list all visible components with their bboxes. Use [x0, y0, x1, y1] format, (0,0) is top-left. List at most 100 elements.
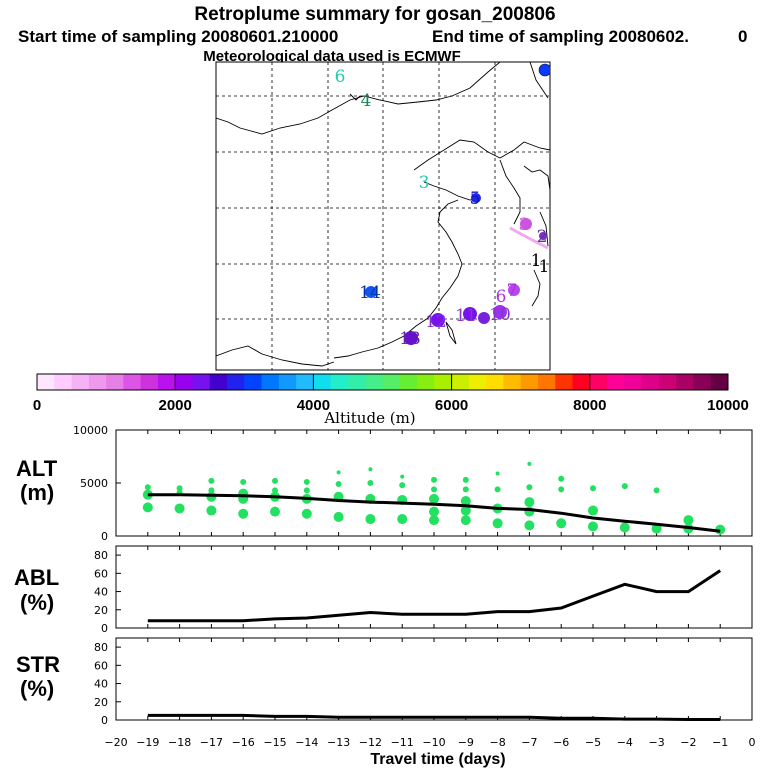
map-label: 3 — [419, 173, 430, 193]
colorbar-tick-label: 6000 — [435, 397, 468, 414]
colorbar-swatch — [227, 374, 245, 390]
alt-scatter-point — [208, 477, 215, 484]
alt-scatter-point — [206, 505, 217, 516]
alt-scatter-point — [495, 471, 500, 476]
alt-scatter-point — [524, 520, 535, 531]
alt-scatter-point — [462, 486, 469, 493]
alt-scatter-point — [272, 477, 278, 484]
y-tick-label: 20 — [94, 696, 108, 709]
alt-scatter-point — [176, 485, 183, 492]
alt-scatter-point — [429, 506, 439, 517]
alt-scatter-point — [527, 461, 532, 466]
colorbar-frame — [36, 373, 729, 391]
marker-dot — [431, 313, 445, 327]
alt-scatter-point — [272, 487, 278, 494]
x-tick-label: −10 — [422, 736, 445, 749]
x-tick-label: −18 — [168, 736, 191, 749]
alt-scatter-point — [399, 482, 406, 489]
abl-plot: 80 60 40 20 0 — [94, 546, 753, 635]
marker-dot — [478, 312, 490, 324]
colorbar-tick-label: 10000 — [707, 397, 749, 414]
alt-scatter-point — [397, 514, 408, 525]
alt-label: ALT — [16, 456, 58, 481]
alt-scatter-point — [208, 487, 215, 494]
alt-scatter-point — [303, 478, 310, 485]
colorbar-swatch — [399, 374, 418, 390]
end-time-suffix: 0 — [738, 27, 747, 46]
marker-dot — [365, 286, 377, 298]
colorbar-swatch — [503, 374, 522, 390]
alt-scatter-point — [270, 506, 280, 517]
map-label: 6 — [496, 287, 507, 307]
colorbar-swatch — [537, 374, 556, 390]
colorbar-swatch — [624, 374, 643, 390]
str-label: STR — [16, 652, 60, 677]
colorbar-swatch — [486, 374, 504, 390]
colorbar-swatch — [676, 374, 694, 390]
altitude-colorbar — [36, 373, 729, 391]
abl-label: ABL — [14, 565, 59, 590]
colorbar-swatch — [192, 374, 211, 390]
map-label: 10 — [489, 305, 511, 325]
alt-scatter-point — [588, 521, 598, 532]
map-label: 13 — [399, 329, 421, 349]
alt-scatter-point — [556, 518, 567, 529]
alt-scatter-point — [365, 514, 376, 525]
colorbar-swatch — [106, 374, 124, 390]
colorbar-ticks: 0 2000 4000 6000 8000 10000 — [33, 397, 749, 414]
str-frame — [115, 637, 753, 721]
alt-scatter-point — [558, 475, 565, 482]
colorbar-swatch — [296, 374, 314, 390]
x-tick-label: −5 — [585, 736, 601, 749]
alt-scatter-point — [460, 496, 471, 507]
colorbar-swatch — [261, 374, 280, 390]
colorbar-swatch — [382, 374, 401, 390]
colorbar-swatch — [88, 374, 107, 390]
alt-scatter-point — [400, 474, 405, 479]
colorbar-swatch — [434, 374, 452, 390]
x-tick-label: −3 — [648, 736, 664, 749]
y-tick-label: 80 — [94, 549, 108, 562]
map-label: 12 — [425, 312, 447, 332]
colorbar-swatch — [313, 374, 332, 390]
x-tick-label: −12 — [359, 736, 382, 749]
x-tick-label: 0 — [749, 736, 756, 749]
colorbar-swatch — [330, 374, 349, 390]
colorbar-swatch — [607, 374, 625, 390]
y-tick-label: 40 — [94, 586, 108, 599]
y-tick-label: 60 — [94, 567, 108, 580]
coastlines — [216, 62, 550, 367]
alt-scatter-point — [174, 503, 185, 514]
alt-scatter-point — [524, 497, 535, 508]
x-tick-label: −4 — [617, 736, 633, 749]
alt-scatter-point — [333, 511, 344, 522]
map-label: 1 — [531, 251, 542, 271]
series-line — [147, 493, 721, 533]
colorbar-swatch — [693, 374, 712, 390]
map-label: 6 — [335, 67, 346, 87]
colorbar-swatch — [641, 374, 660, 390]
colorbar-swatch — [123, 374, 142, 390]
x-tick-label: −9 — [458, 736, 474, 749]
marker-dot — [508, 284, 520, 296]
plume-track — [509, 226, 549, 250]
alt-scatter-point — [336, 470, 341, 475]
alt-scatter-point — [429, 515, 439, 526]
marker-dot — [538, 63, 550, 77]
series-line — [147, 569, 722, 623]
alt-scatter-point — [431, 486, 437, 493]
alt-scatter-point — [683, 515, 694, 526]
map-label: 7 — [507, 281, 518, 301]
str-unit: (%) — [20, 676, 54, 701]
alt-scatter-point — [240, 478, 247, 485]
colorbar-swatch — [244, 374, 262, 390]
alt-panel: ALT (m) 10000 5000 0 — [16, 424, 753, 543]
alt-scatter-point — [588, 505, 598, 516]
alt-scatter-point — [558, 486, 565, 493]
colorbar-swatch — [468, 374, 487, 390]
y-tick-label: 80 — [94, 641, 108, 654]
map-label: 5 — [470, 189, 481, 209]
str-plot: 80 60 40 20 0 — [94, 638, 753, 727]
